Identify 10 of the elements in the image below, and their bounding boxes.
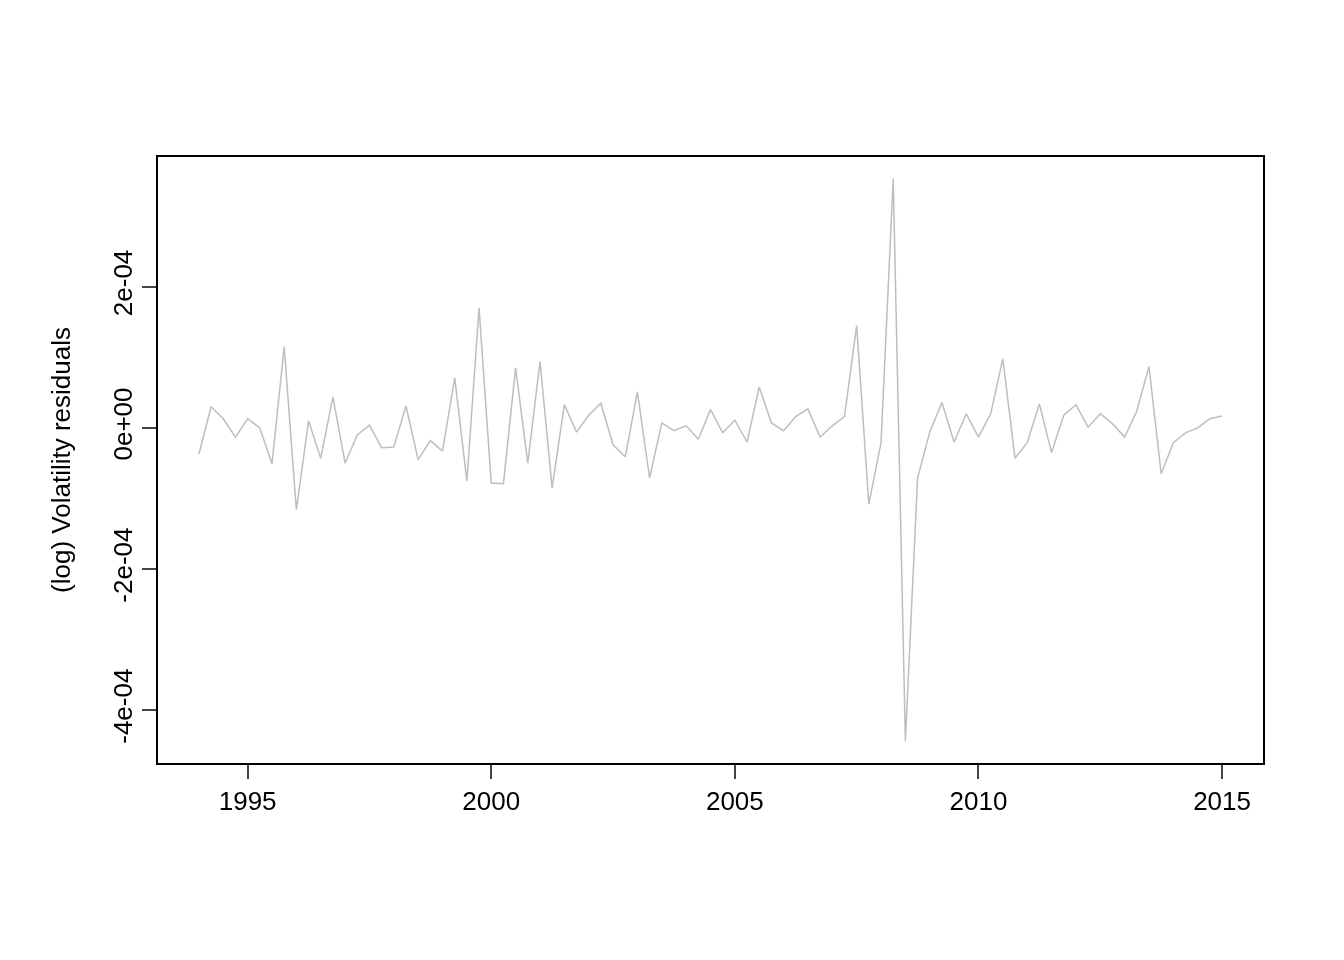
- y-axis-title: (log) Volatility residuals: [45, 327, 76, 593]
- x-tick-label: 2000: [462, 785, 521, 816]
- y-tick-label: -4e-04: [107, 668, 138, 744]
- x-tick-label: 1995: [218, 785, 277, 816]
- y-tick-label: 0e+00: [107, 387, 138, 461]
- x-tick-label: 2015: [1193, 785, 1251, 816]
- x-tick-label: 2010: [949, 785, 1008, 816]
- y-tick-label: -2e-04: [107, 527, 138, 603]
- y-tick-label: 2e-04: [107, 249, 138, 317]
- x-tick-label: 2005: [705, 785, 764, 816]
